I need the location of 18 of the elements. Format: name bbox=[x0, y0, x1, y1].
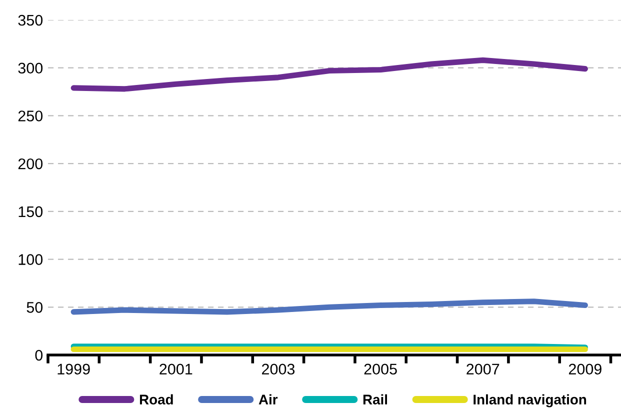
legend-label: Inland navigation bbox=[474, 394, 586, 408]
y-tick-label: 0 bbox=[35, 350, 43, 361]
x-tick-label: 2009 bbox=[568, 364, 602, 375]
x-tick-label: 2001 bbox=[160, 364, 192, 375]
x-tick-label: 2003 bbox=[262, 364, 295, 375]
x-tick-label: 1999 bbox=[58, 364, 90, 375]
legend-label: Road bbox=[140, 394, 173, 404]
y-tick-label: 200 bbox=[18, 158, 43, 170]
legend-label: Rail bbox=[363, 394, 387, 404]
x-tick-label: 2007 bbox=[466, 364, 500, 375]
legend-label: Air bbox=[258, 394, 278, 404]
y-tick-label: 50 bbox=[26, 302, 43, 313]
y-tick-label: 150 bbox=[18, 206, 43, 218]
y-tick-label: 350 bbox=[18, 14, 43, 26]
x-tick-label: 2005 bbox=[364, 364, 397, 375]
y-tick-label: 100 bbox=[18, 254, 43, 265]
y-tick-label: 250 bbox=[18, 110, 43, 122]
y-tick-label: 300 bbox=[18, 62, 43, 74]
